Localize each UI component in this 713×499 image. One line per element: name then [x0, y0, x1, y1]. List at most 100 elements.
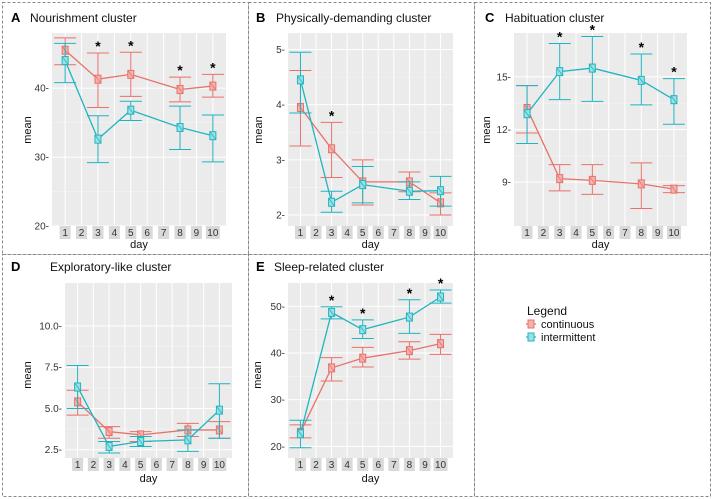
panel-letter: B: [256, 10, 265, 25]
data-point-hatch: [137, 437, 144, 446]
data-point-hatch: [359, 353, 367, 363]
y-tick-label: 10.0-: [39, 321, 62, 332]
significance-star: *: [128, 37, 134, 53]
x-tick-label: 10: [214, 460, 226, 471]
x-axis-title: day: [592, 239, 610, 251]
x-tick-label: 6: [376, 460, 382, 471]
x-tick-label: 4: [344, 228, 350, 239]
x-tick-box: [357, 458, 369, 471]
x-tick-box: [554, 226, 566, 239]
data-point-hatch: [328, 308, 335, 317]
x-tick-box: [619, 226, 631, 239]
x-tick-box: [174, 226, 186, 239]
x-tick-box: [125, 226, 137, 239]
x-tick-box: [388, 458, 400, 471]
y-tick-label: 9-: [502, 178, 511, 189]
significance-star: *: [438, 275, 444, 291]
legend-swatch-continuous: [527, 319, 535, 329]
data-point-hatch: [94, 134, 102, 144]
x-tick-label: 10: [435, 228, 447, 239]
x-tick-box: [433, 458, 448, 471]
legend-title: Legend: [527, 304, 567, 318]
y-tick-label: 40-: [35, 84, 49, 95]
data-point-hatch: [670, 184, 678, 194]
x-tick-box: [310, 226, 322, 239]
x-tick-box: [433, 226, 448, 239]
x-tick-label: 8: [639, 228, 645, 239]
x-tick-box: [326, 458, 338, 471]
y-axis-title: mean: [22, 116, 34, 144]
significance-star: *: [557, 29, 563, 45]
x-tick-label: 7: [391, 460, 397, 471]
y-tick-label: 30-: [35, 153, 49, 164]
data-point-hatch: [406, 187, 413, 196]
x-tick-box: [205, 226, 220, 239]
series-intermittent: [289, 289, 452, 449]
x-tick-box: [372, 226, 384, 239]
plot-background: [52, 33, 226, 226]
x-tick-box: [341, 226, 353, 239]
y-tick-label: 20-: [35, 222, 49, 233]
data-point-hatch: [297, 75, 304, 85]
y-tick-label: 12-: [497, 125, 511, 136]
panel-title: Physically-demanding cluster: [276, 11, 431, 25]
x-tick-label: 8: [177, 228, 183, 239]
y-tick-label: 3-: [276, 155, 285, 166]
significance-star: *: [95, 38, 101, 54]
x-tick-label: 5: [360, 228, 366, 239]
x-tick-box: [341, 458, 353, 471]
x-tick-label: 10: [207, 228, 219, 239]
series-intermittent: [66, 365, 231, 454]
data-point-hatch: [176, 123, 184, 132]
data-point-hatch: [61, 56, 69, 65]
data-point-hatch: [176, 85, 184, 94]
x-tick-box: [103, 458, 115, 471]
data-point-hatch: [209, 131, 217, 140]
data-point-hatch: [437, 339, 444, 348]
x-tick-label: 3: [557, 228, 563, 239]
panel-c: C Habituation cluster 9- 12- 15- 1 2 3 4 5 6 7 8 9 10 d…: [481, 10, 687, 251]
panel-title: Nourishment cluster: [30, 11, 137, 25]
data-point-hatch: [328, 144, 335, 154]
x-tick-box: [652, 226, 664, 239]
x-axis-title: day: [130, 239, 148, 251]
x-tick-box: [357, 226, 369, 239]
x-tick-box: [141, 226, 153, 239]
x-tick-box: [190, 226, 202, 239]
data-point-hatch: [556, 174, 564, 183]
y-tick-label: 2-: [276, 210, 285, 221]
data-point-hatch: [184, 435, 192, 445]
x-tick-box: [310, 458, 322, 471]
x-tick-label: 1: [62, 228, 68, 239]
data-point-hatch: [74, 382, 81, 392]
x-tick-box: [166, 458, 178, 471]
x-tick-box: [326, 226, 338, 239]
data-point-hatch: [359, 180, 367, 189]
y-axis-title: mean: [252, 361, 264, 389]
y-tick-label: 5-: [276, 45, 285, 56]
data-point-hatch: [105, 427, 113, 436]
x-tick-box: [108, 226, 120, 239]
data-point-hatch: [94, 74, 102, 84]
x-tick-label: 3: [106, 460, 112, 471]
x-tick-box: [119, 458, 131, 471]
x-tick-label: 4: [112, 228, 118, 239]
panel-letter: C: [485, 10, 495, 25]
x-tick-label: 5: [138, 460, 144, 471]
series-continuous: [289, 333, 452, 439]
y-tick-label: 40-: [271, 349, 285, 360]
x-tick-box: [388, 226, 400, 239]
x-tick-box: [419, 226, 431, 239]
panel-title: Exploratory-like cluster: [50, 260, 171, 274]
x-tick-box: [72, 458, 84, 471]
x-tick-label: 2: [91, 460, 97, 471]
y-axis-title: mean: [481, 116, 493, 144]
data-point-hatch: [589, 176, 596, 185]
y-tick-label: 20-: [271, 442, 285, 453]
significance-star: *: [590, 22, 596, 38]
series-intermittent: [516, 36, 685, 145]
x-tick-box: [537, 226, 549, 239]
x-axis-title: day: [362, 239, 380, 251]
significance-star: *: [177, 62, 183, 78]
